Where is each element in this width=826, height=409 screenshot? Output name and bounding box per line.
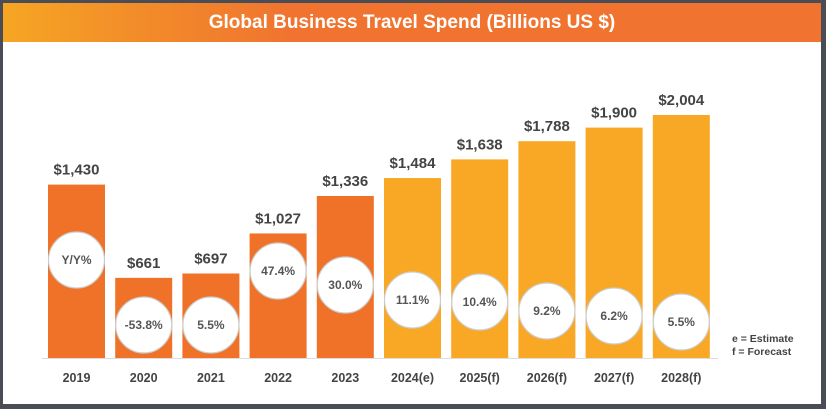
value-label: $1,900 (591, 105, 637, 122)
value-label: $1,484 (390, 155, 437, 172)
legend-estimate: e = Estimate (732, 333, 794, 345)
category-label: 2028(f) (661, 371, 701, 385)
bar-2024(e) (384, 178, 441, 358)
category-label: 2022 (264, 371, 292, 385)
chart-title: Global Business Travel Spend (Billions U… (3, 3, 821, 42)
yoy-circle (383, 271, 442, 329)
category-label: 2019 (63, 371, 91, 385)
yoy-label: 5.5% (197, 318, 225, 332)
yoy-circle (518, 282, 576, 340)
value-label: $1,638 (457, 136, 503, 153)
category-label: 2023 (331, 371, 359, 385)
legend-forecast: f = Forecast (732, 346, 792, 358)
value-label: $1,788 (524, 118, 570, 135)
category-label: 2025(f) (460, 371, 500, 385)
yoy-label: 47.4% (261, 264, 295, 278)
yoy-label: 5.5% (668, 315, 696, 329)
category-label: 2027(f) (594, 371, 634, 385)
category-label: 2020 (130, 371, 158, 385)
yoy-label: 30.0% (328, 278, 362, 292)
value-label: $1,027 (255, 210, 301, 227)
yoy-label: 10.4% (463, 295, 497, 309)
yoy-circle (115, 296, 173, 354)
yoy-circle (451, 273, 509, 331)
yoy-circle (47, 231, 106, 289)
value-label: $661 (127, 255, 160, 272)
yoy-label: -53.8% (125, 318, 163, 332)
yoy-label: Y/Y% (61, 253, 91, 267)
value-label: $697 (194, 250, 227, 267)
yoy-circle (182, 296, 240, 354)
yoy-circle (652, 293, 710, 351)
category-label: 2024(e) (391, 371, 434, 385)
value-label: $1,430 (54, 162, 100, 179)
yoy-label: 6.2% (600, 309, 628, 323)
yoy-label: 9.2% (533, 304, 561, 318)
yoy-circle (249, 242, 307, 300)
yoy-label: 11.1% (396, 293, 430, 307)
value-label: $2,004 (658, 92, 705, 109)
yoy-circle (316, 256, 374, 314)
category-label: 2021 (197, 371, 225, 385)
yoy-circle (585, 287, 643, 345)
category-label: 2026(f) (527, 371, 567, 385)
value-label: $1,336 (322, 173, 368, 190)
